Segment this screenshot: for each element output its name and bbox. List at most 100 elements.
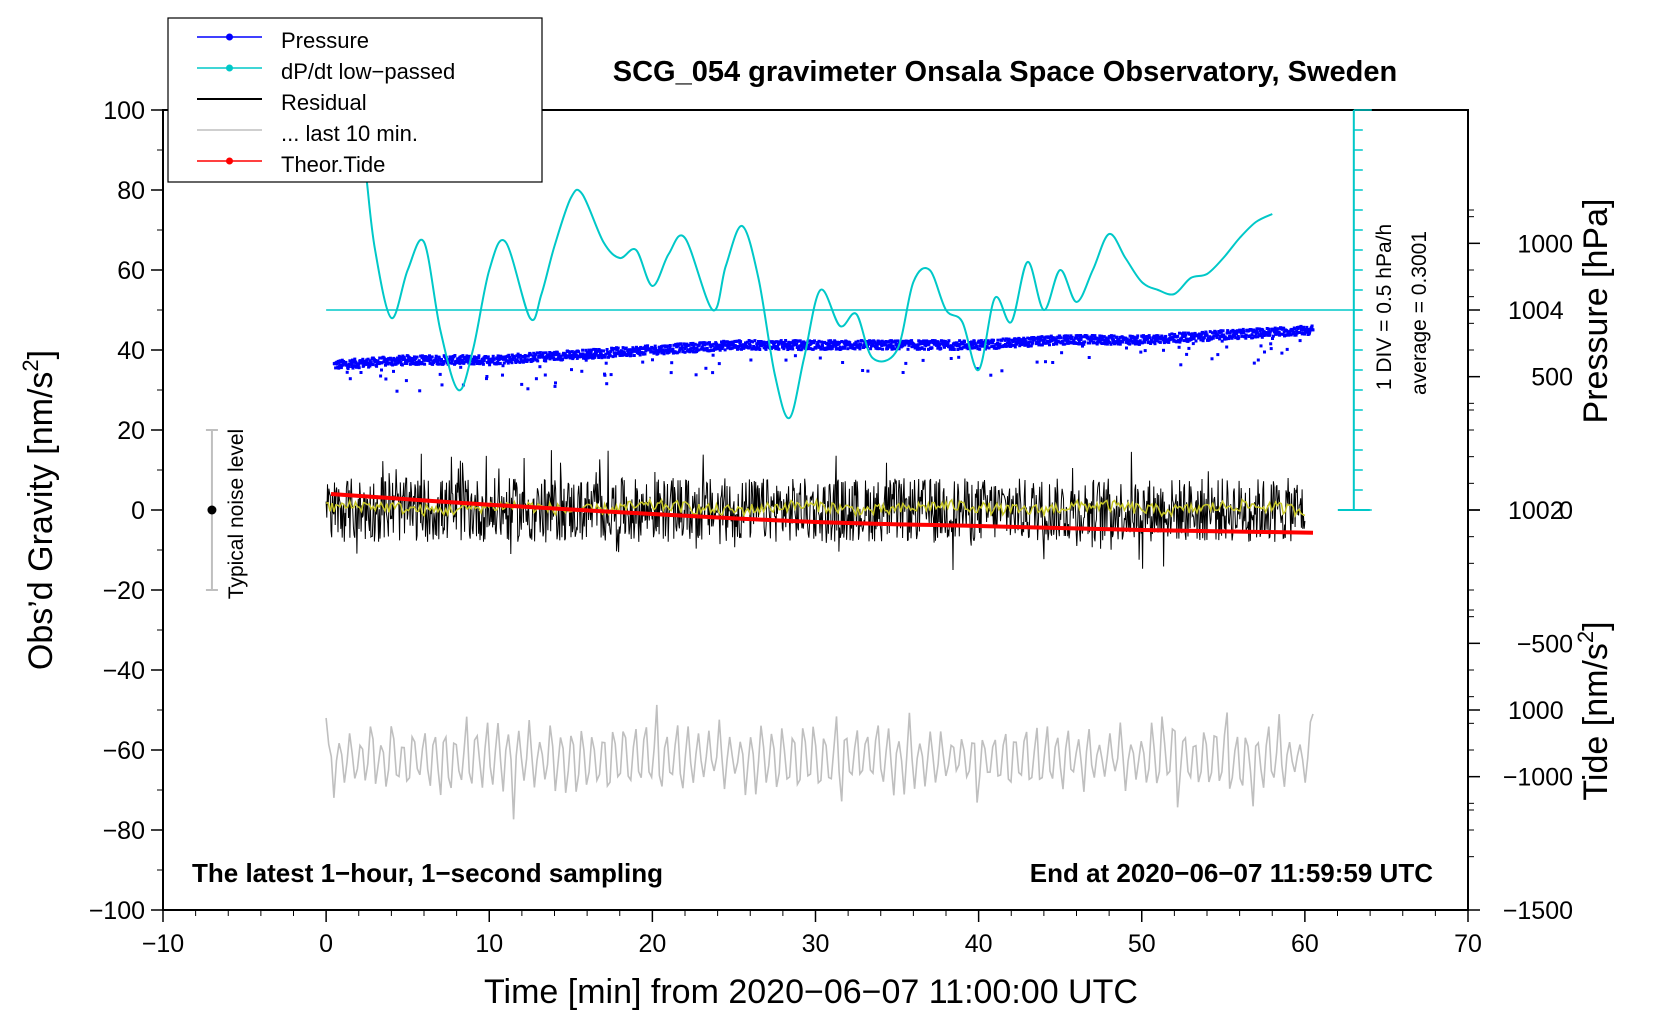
legend-marker [226, 157, 233, 165]
pressure-point [337, 361, 341, 365]
pressure-point [409, 359, 413, 363]
pressure-point [1224, 337, 1228, 341]
pressure-point [437, 356, 441, 360]
pressure-point [570, 368, 573, 372]
pressure-point [550, 354, 553, 358]
pressure-point [764, 347, 768, 351]
pressure-point [811, 347, 815, 351]
pressure-point [609, 373, 613, 377]
pressure-point [1125, 346, 1128, 350]
pressure-point [608, 353, 612, 357]
pressure-point [356, 364, 360, 368]
pressure-point [487, 361, 491, 365]
legend-label-pressure: Pressure [281, 28, 369, 53]
pressure-point [861, 369, 865, 372]
pressure-point [570, 350, 574, 354]
pressure-point [1134, 339, 1138, 343]
pressure-point [1102, 341, 1106, 345]
pressure-point [1231, 335, 1234, 339]
pressure-point [1048, 340, 1052, 343]
pressure-point [1146, 337, 1149, 341]
pressure-point [994, 342, 998, 346]
pressure-point [636, 347, 640, 351]
pressure-point [715, 342, 719, 346]
pressure-point [1269, 347, 1273, 351]
pressure-point [1022, 341, 1026, 345]
pressure-point [618, 354, 622, 357]
pressure-point [1297, 325, 1301, 329]
x-tick-label: 50 [1128, 930, 1156, 958]
pressure-point [391, 363, 395, 367]
pressure-point [1138, 339, 1142, 343]
x-tick-label: 30 [802, 930, 830, 958]
pressure-point [676, 344, 680, 348]
pressure-point [586, 356, 590, 360]
pressure-point [866, 369, 870, 373]
pressure-point [1086, 335, 1090, 339]
pressure-point [384, 377, 388, 381]
pressure-point [398, 358, 402, 362]
y-axis-title-left-sup: 2 [18, 359, 43, 371]
pressure-point [347, 365, 351, 368]
pressure-point [1031, 341, 1035, 345]
pressure-point [1289, 333, 1293, 337]
pressure-point [1054, 337, 1058, 341]
pressure-point [510, 361, 514, 365]
pressure-point [1170, 337, 1174, 341]
pressure-point [988, 341, 992, 345]
pressure-point [1036, 341, 1039, 345]
pressure-point [711, 353, 715, 357]
pressure-point [683, 347, 687, 350]
pressure-point [559, 354, 563, 358]
pressure-point [897, 347, 901, 351]
pressure-point [848, 341, 852, 345]
pressure-point [900, 342, 904, 345]
pressure-point [485, 375, 489, 378]
pressure-point [1282, 326, 1286, 330]
pressure-point [1220, 339, 1224, 343]
pressure-point [1212, 334, 1216, 338]
pressure-point [946, 340, 950, 344]
pressure-point [594, 352, 598, 356]
pressure-point [1044, 341, 1048, 345]
pressure-point [992, 338, 995, 342]
pressure-point [895, 342, 899, 346]
pressure-point [1098, 340, 1102, 343]
pressure-point [615, 346, 618, 350]
pressure-point [440, 357, 443, 361]
pressure-point [551, 352, 555, 355]
pressure-point [782, 347, 786, 351]
pressure-point [1269, 342, 1273, 346]
pressure-point [461, 358, 464, 362]
pressure-point [1210, 357, 1214, 361]
pressure-point [1299, 324, 1303, 328]
pressure-point [679, 342, 683, 346]
pressure-point [436, 358, 440, 362]
pressure-point [475, 359, 479, 363]
pressure-point [485, 377, 488, 381]
pressure-point [1190, 332, 1194, 336]
pressure-point [1221, 329, 1225, 333]
pressure-point [416, 362, 420, 366]
pressure-point [516, 352, 520, 356]
pressure-point [825, 342, 828, 345]
pressure-point [1112, 338, 1116, 342]
pressure-point [1143, 349, 1147, 353]
pressure-point [873, 340, 877, 344]
pressure-point [334, 366, 338, 370]
pressure-point [1066, 337, 1070, 341]
pressure-point [1249, 328, 1253, 332]
pressure-point [538, 355, 541, 359]
pressure-point [380, 368, 383, 372]
pressure-point [522, 359, 526, 363]
series-dpdt-line [365, 181, 1273, 420]
pressure-point [675, 345, 679, 349]
pressure-point [626, 351, 630, 355]
pressure-point [833, 340, 837, 344]
legend-label-residual: Residual [281, 90, 367, 115]
pressure-point [507, 360, 511, 363]
pressure-point [599, 352, 603, 356]
pressure-point [668, 344, 672, 347]
pressure-point [641, 360, 645, 364]
pressure-point [350, 365, 354, 368]
